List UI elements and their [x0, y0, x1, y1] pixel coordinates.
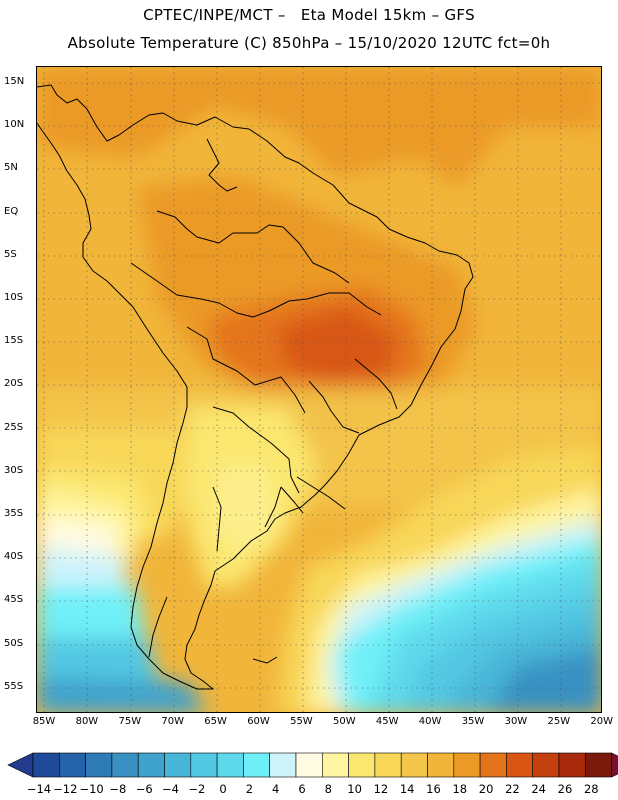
- colorbar-segment: [506, 752, 533, 778]
- lat-tick-label: 40S: [4, 551, 24, 563]
- colorbar-under-arrow: [7, 752, 34, 778]
- colorbar-tick-label: 14: [399, 782, 415, 796]
- colorbar-tick-label: −14: [26, 782, 52, 796]
- lon-tick-label: 50W: [332, 716, 356, 727]
- lat-tick-label: 15S: [4, 335, 24, 347]
- lat-tick-label: 5N: [4, 162, 18, 174]
- lon-tick-label: 60W: [247, 716, 270, 727]
- temperature-map: [36, 66, 602, 713]
- lon-tick-label: 85W: [32, 716, 56, 727]
- lon-tick-label: 35W: [461, 716, 485, 727]
- colorbar-segment: [453, 752, 481, 778]
- lon-tick-label: 45W: [375, 716, 399, 727]
- lat-tick-label: 30S: [4, 464, 24, 476]
- colorbar-segment: [58, 752, 86, 778]
- lat-tick-label: 10S: [4, 292, 24, 303]
- colorbar-tick-label: 4: [272, 782, 280, 796]
- colorbar-tick-label: 10: [347, 782, 362, 796]
- colorbar-segment: [111, 752, 139, 778]
- colorbar-segment: [243, 752, 270, 778]
- lat-tick-label: 15N: [4, 76, 25, 87]
- colorbar-segment: [374, 752, 402, 778]
- chart-title: CPTEC/INPE/MCT – Eta Model 15km – GFS: [143, 6, 475, 24]
- lon-tick-label: 65W: [204, 716, 227, 727]
- colorbar-tick-label: −4: [162, 782, 179, 796]
- lat-tick-label: 25S: [4, 421, 24, 433]
- colorbar-segment: [584, 752, 612, 778]
- lon-tick-label: 55W: [290, 716, 313, 727]
- lat-tick-label: EQ: [4, 205, 19, 217]
- coastline: [37, 84, 474, 690]
- colorbar-tick-label: 16: [426, 782, 441, 796]
- colorbar-segment: [295, 752, 323, 778]
- colorbar-tick-label: −12: [53, 782, 78, 796]
- lat-tick-label: 35S: [4, 508, 24, 519]
- colorbar: [7, 752, 618, 778]
- colorbar-tick-label: −8: [109, 782, 127, 796]
- lat-tick-label: 55S: [4, 680, 24, 692]
- lon-tick-label: 20W: [590, 716, 613, 727]
- colorbar-tick-label: 26: [557, 782, 573, 796]
- colorbar-segment: [32, 752, 60, 778]
- colorbar-tick-label: 12: [373, 782, 389, 796]
- colorbar-tick-label: −2: [188, 782, 206, 796]
- colorbar-tick-label: −10: [79, 782, 104, 796]
- colorbar-tick-label: 20: [478, 782, 494, 796]
- lat-tick-label: 20S: [4, 378, 24, 390]
- lon-tick-label: 25W: [547, 716, 571, 727]
- map-canvas: [37, 67, 601, 712]
- graticule: [37, 67, 601, 712]
- lon-tick-label: 70W: [161, 716, 184, 727]
- lat-tick-label: 10N: [4, 119, 25, 131]
- colorbar-segment: [164, 752, 192, 778]
- colorbar-tick-label: 6: [298, 782, 306, 796]
- lat-tick-label: 50S: [4, 637, 24, 649]
- colorbar-tick-label: 8: [324, 782, 332, 796]
- colorbar-segment: [269, 752, 297, 778]
- colorbar-tick-label: 2: [245, 782, 254, 796]
- lon-tick-label: 30W: [504, 716, 528, 727]
- colorbar-segment: [348, 752, 376, 778]
- lon-tick-label: 40W: [418, 716, 442, 727]
- colorbar-segment: [216, 752, 244, 778]
- colorbar-tick-label: −6: [135, 782, 153, 796]
- colorbar-segment: [321, 752, 349, 778]
- temperature-field: [37, 67, 601, 712]
- colorbar-segment: [427, 752, 455, 778]
- colorbar-over-arrow: [611, 752, 618, 778]
- lat-tick-label: 5S: [4, 248, 17, 260]
- colorbar-segment: [400, 752, 428, 778]
- colorbar-segment: [558, 752, 586, 778]
- lon-tick-label: 80W: [75, 716, 99, 727]
- colorbar-segment: [85, 752, 113, 778]
- chart-subtitle: Absolute Temperature (C) 850hPa – 15/10/…: [67, 34, 551, 52]
- lat-tick-label: 45S: [4, 594, 24, 606]
- lon-tick-label: 75W: [118, 716, 142, 727]
- colorbar-tick-label: 22: [505, 782, 520, 796]
- colorbar-tick-label: 18: [452, 782, 468, 796]
- colorbar-tick-label: 24: [531, 782, 546, 796]
- colorbar-segment: [137, 752, 165, 778]
- colorbar-segment: [532, 752, 560, 778]
- colorbar-segment: [190, 752, 218, 778]
- colorbar-tick-label: 0: [219, 782, 227, 796]
- colorbar-tick-label: 28: [583, 782, 599, 796]
- colorbar-segment: [479, 752, 507, 778]
